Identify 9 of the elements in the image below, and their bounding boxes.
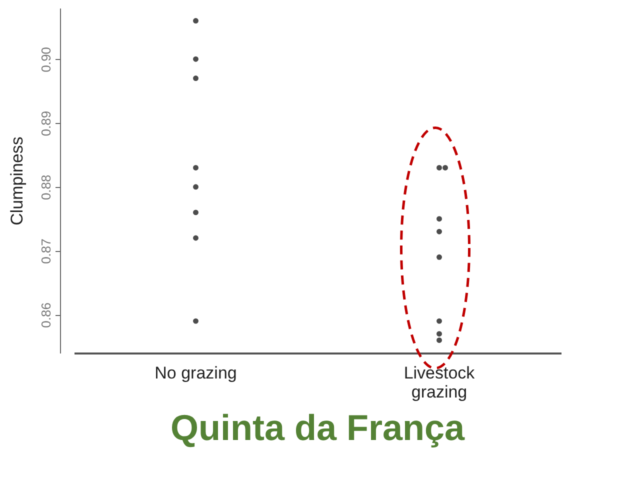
- text: Quinta da França: [170, 407, 466, 448]
- y-tick-label: 0.90: [38, 46, 54, 72]
- y-tick-label: 0.88: [38, 174, 54, 200]
- x-tick-label: No grazing: [154, 364, 237, 382]
- y-tick-label: 0.87: [38, 238, 54, 264]
- y-tick-label: 0.89: [38, 110, 54, 136]
- y-axis-title: Clumpiness: [8, 136, 26, 226]
- x-tick-label: Livestock grazing: [404, 364, 476, 402]
- y-tick-label: 0.86: [38, 302, 54, 328]
